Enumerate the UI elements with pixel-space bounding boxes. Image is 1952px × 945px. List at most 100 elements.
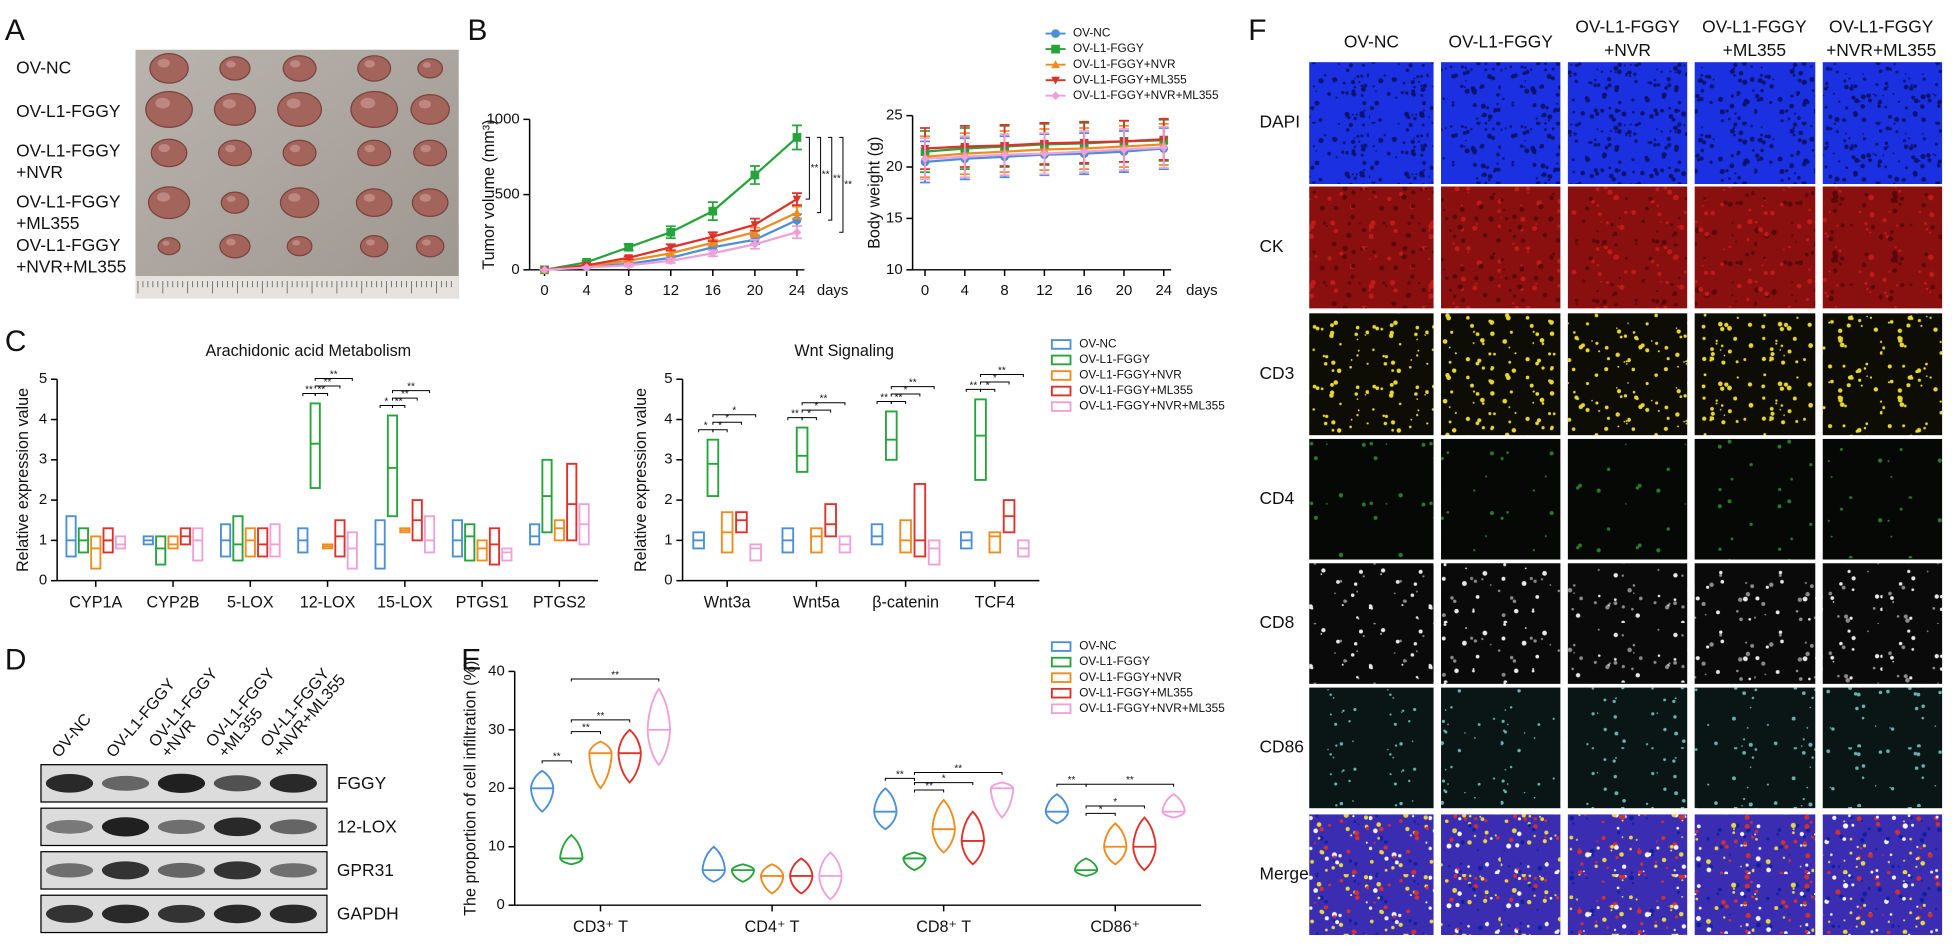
significance-bracket — [980, 381, 1010, 385]
x-tick-label: 12 — [662, 282, 679, 299]
marker — [624, 254, 634, 263]
violin — [873, 787, 898, 831]
x-tick-label: 24 — [1155, 282, 1172, 299]
panel-letter: C — [5, 325, 27, 358]
y-tick-label: 20 — [886, 158, 903, 175]
lane-label: OV-NC — [48, 710, 95, 761]
significance-bracket — [884, 777, 915, 781]
violin — [818, 851, 843, 901]
if-column-label-line: OV-L1-FGGY — [1449, 31, 1554, 51]
x-tick-label: 5-LOX — [227, 593, 274, 611]
micrograph — [1822, 62, 1943, 185]
violin — [1161, 793, 1186, 819]
significance-bracket — [914, 772, 1003, 776]
tumor-highlight — [226, 60, 236, 68]
y-tick-label: 3 — [664, 451, 672, 468]
significance-label: * — [732, 406, 736, 417]
blot-band — [45, 904, 94, 923]
tumor — [157, 237, 181, 256]
box — [451, 519, 463, 558]
significance-label: ** — [318, 384, 326, 395]
blot-band — [101, 861, 150, 880]
y-tick-label: 4 — [664, 410, 672, 427]
if-row-label: CD8 — [1259, 612, 1294, 632]
micrograph — [1441, 62, 1561, 185]
significance-bracket — [1085, 805, 1145, 809]
significance-label: ** — [553, 752, 561, 763]
tumor-highlight — [419, 193, 431, 202]
tumor — [359, 235, 389, 258]
legend-swatch — [1050, 339, 1072, 350]
box — [476, 539, 488, 562]
tumor — [219, 56, 251, 81]
marker — [666, 248, 676, 257]
box — [346, 531, 358, 570]
box — [810, 527, 823, 554]
x-tick-label: 12 — [1036, 282, 1053, 299]
micrograph — [1694, 814, 1816, 936]
marker — [750, 227, 760, 236]
violin — [730, 863, 756, 883]
panel-letter: B — [467, 14, 487, 47]
marker — [708, 248, 718, 258]
tumor — [357, 139, 392, 167]
y-tick-label: 10 — [886, 261, 903, 278]
micrograph — [1567, 438, 1688, 560]
micrograph — [1441, 814, 1561, 936]
significance-label: ** — [401, 389, 409, 400]
y-tick-label: 40 — [488, 662, 505, 679]
tumor-group-label-line: OV-L1-FGGY — [16, 191, 121, 211]
micrograph — [1309, 687, 1434, 809]
tumor — [213, 92, 257, 126]
significance-bracket — [391, 405, 406, 409]
significance-label: * — [704, 421, 708, 432]
micrograph — [1694, 186, 1816, 309]
legend-swatch — [1050, 370, 1072, 381]
tumor-highlight — [226, 195, 236, 203]
significance-label: ** — [844, 179, 852, 190]
protein-label: GPR31 — [337, 860, 394, 880]
box — [566, 462, 578, 542]
blot-band — [213, 775, 262, 792]
if-column-label-line: +NVR — [1604, 40, 1651, 60]
tumor — [355, 188, 393, 218]
significance-label: ** — [395, 396, 403, 407]
tumor-highlight — [422, 62, 431, 68]
marker — [582, 263, 591, 272]
marker — [792, 133, 802, 142]
legend-label: OV-L1-FGGY+NVR+ML355 — [1079, 701, 1225, 715]
if-row-label: CD86 — [1259, 736, 1303, 756]
y-tick-label: 0 — [39, 572, 47, 589]
legend-label: OV-L1-FGGY+NVR+ML355 — [1073, 88, 1219, 102]
marker — [1040, 149, 1049, 159]
tumor — [357, 55, 392, 82]
box — [334, 519, 346, 558]
significance-bracket — [712, 414, 757, 418]
if-column-label-line: OV-L1-FGGY — [1575, 16, 1680, 36]
box — [501, 547, 513, 562]
significance-bracket — [839, 136, 844, 233]
violin — [530, 769, 555, 813]
if-column-label: OV-L1-FGGY +NVR — [1575, 16, 1680, 60]
legend-label: OV-L1-FGGY+ML355 — [1073, 72, 1187, 86]
blot-band — [45, 820, 94, 834]
micrograph — [1309, 186, 1434, 309]
significance-label: ** — [820, 394, 828, 405]
significance-label: ** — [1068, 775, 1076, 786]
violin — [960, 810, 985, 866]
tumor-highlight — [222, 99, 236, 109]
tumor — [149, 52, 189, 84]
significance-label: * — [1099, 804, 1103, 815]
legend-label: OV-L1-FGGY+NVR+ML355 — [1079, 399, 1225, 413]
box — [386, 414, 399, 518]
panel-letter: F — [1248, 14, 1266, 47]
marker — [624, 242, 634, 252]
significance-label: * — [942, 773, 946, 784]
significance-bracket — [914, 782, 974, 786]
y-tick-label: 30 — [488, 721, 505, 738]
chart-title: Arachidonic acid Metabolism — [205, 342, 411, 360]
significance-label: ** — [822, 170, 830, 181]
box — [309, 402, 321, 489]
box — [114, 535, 127, 550]
blot-band — [157, 819, 206, 835]
